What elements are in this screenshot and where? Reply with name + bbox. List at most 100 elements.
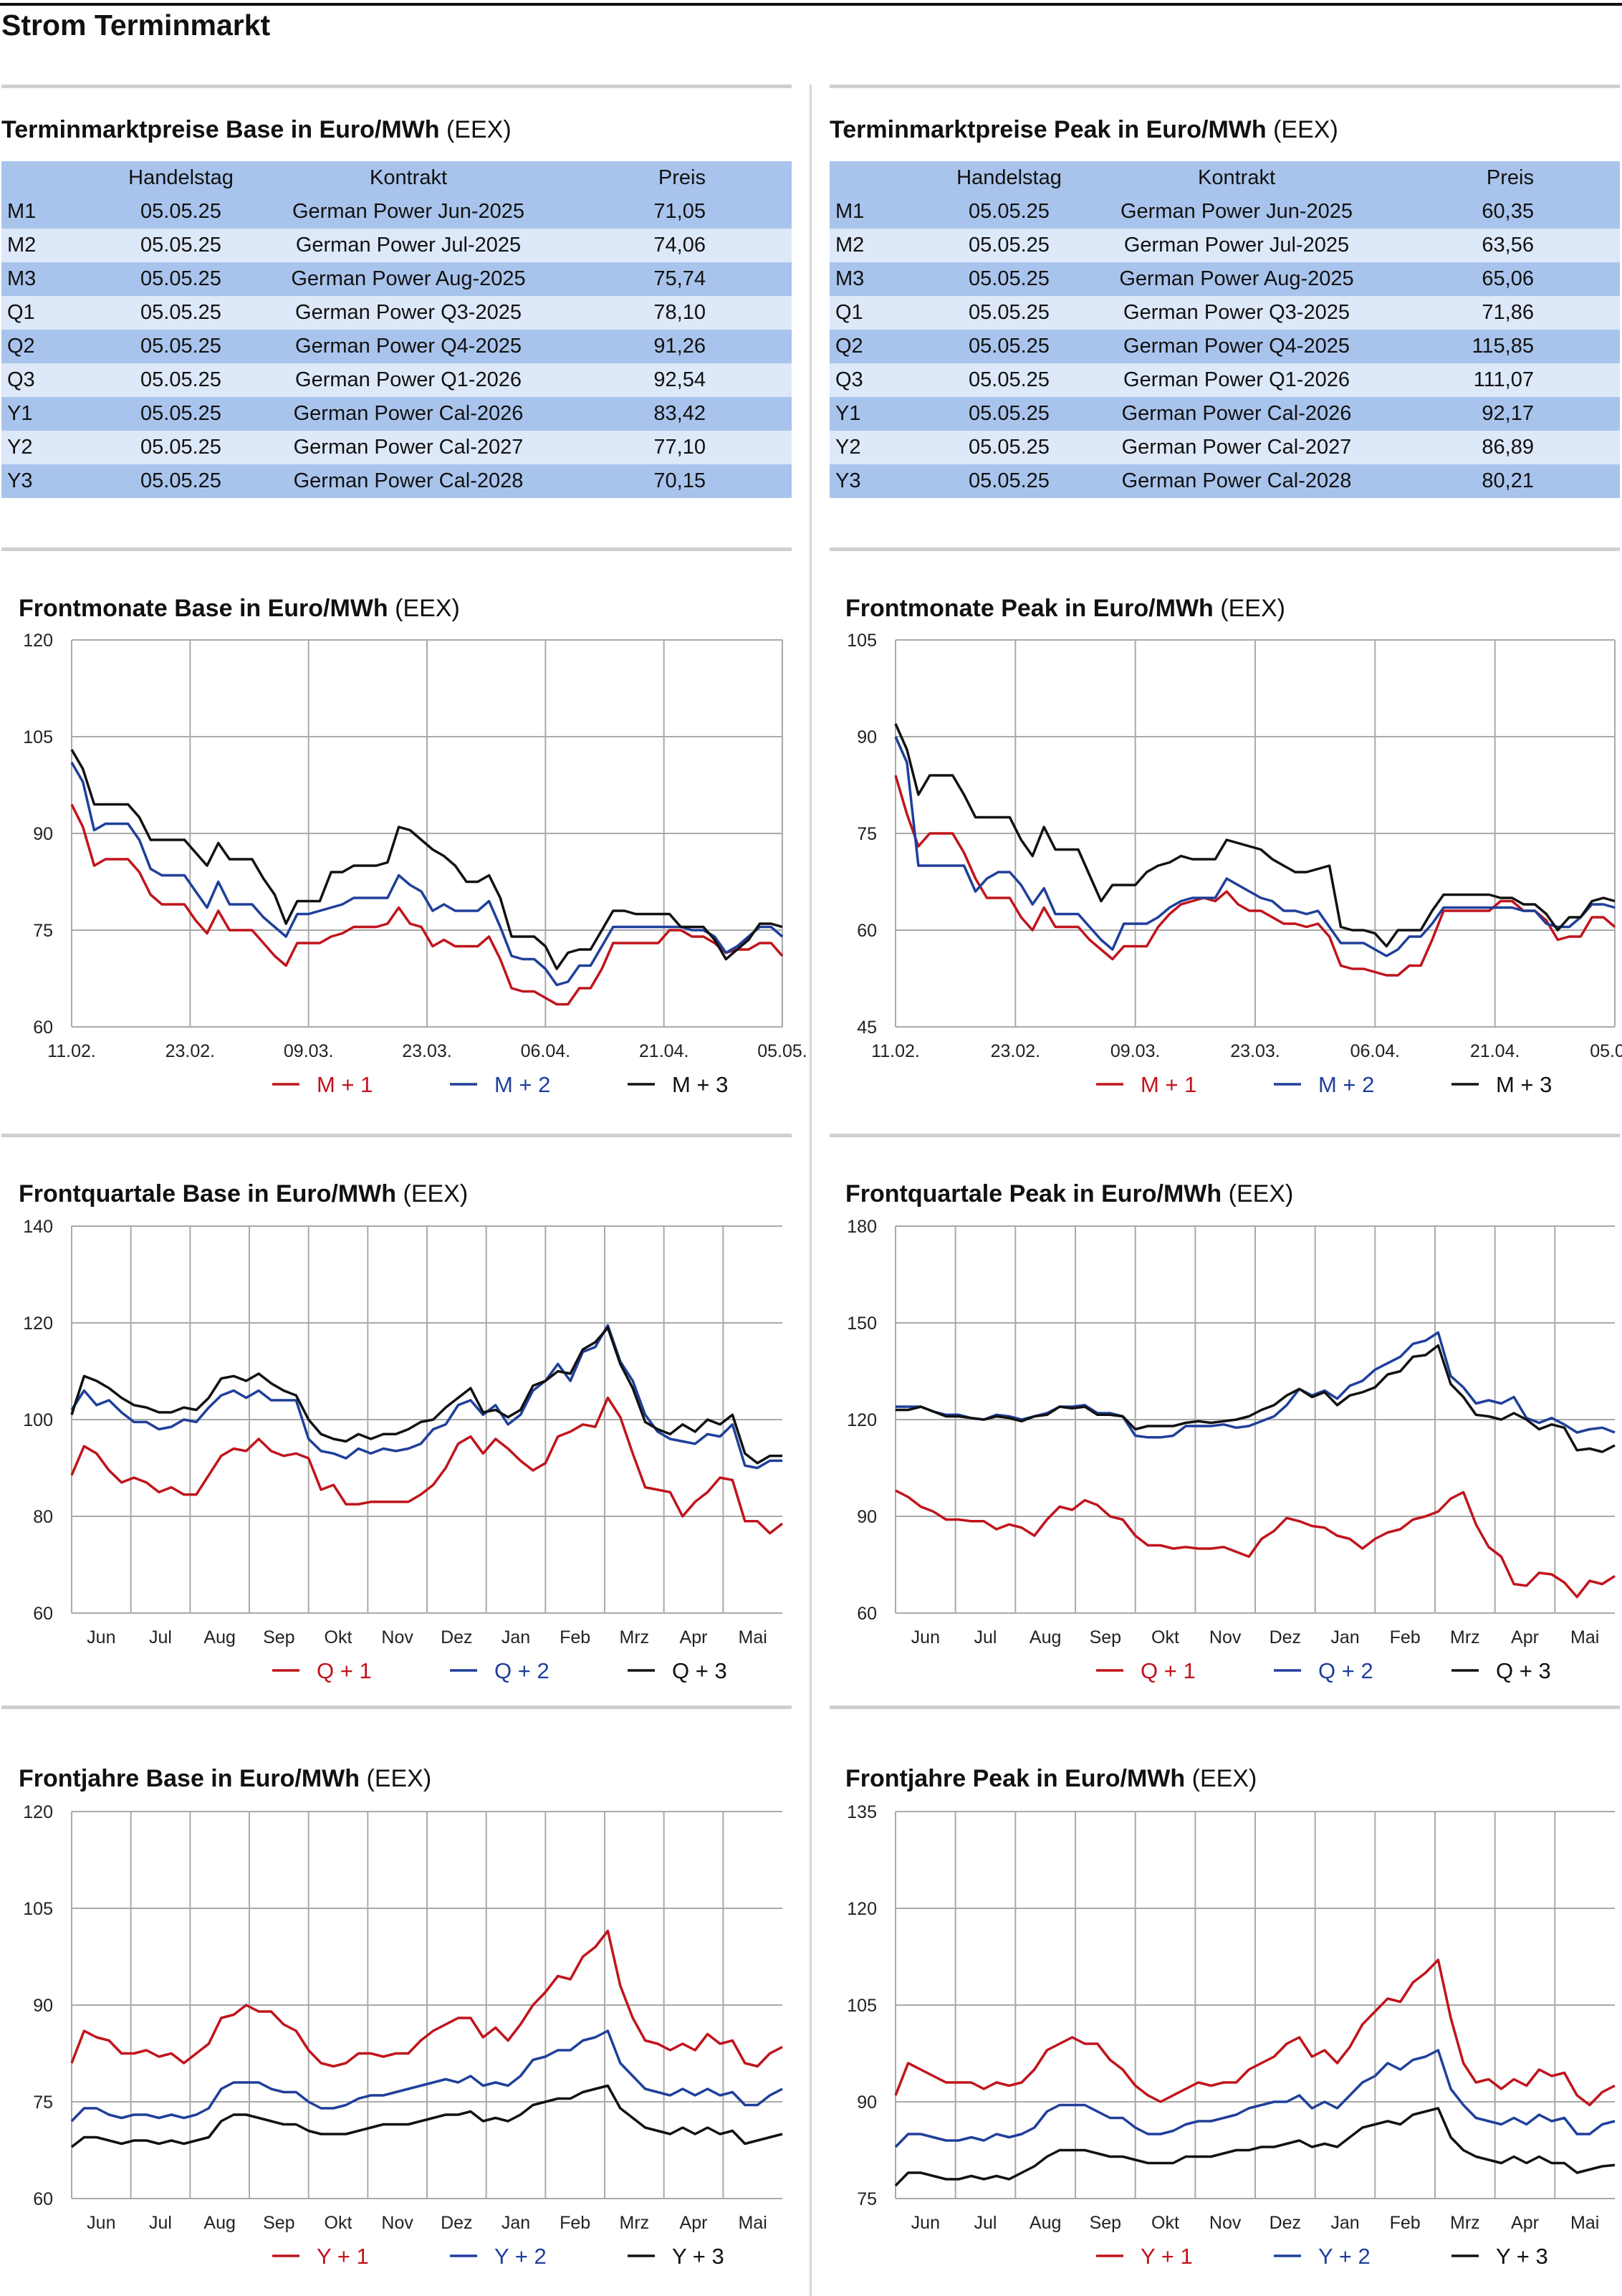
cell: 05.05.25 [107, 431, 254, 464]
x-tick-label: 11.02. [47, 1041, 96, 1061]
table-row: Y1 05.05.25 German Power Cal-2026 83,42 [1, 397, 792, 431]
y-tick-label: 60 [857, 1604, 877, 1624]
cell: M1 [1, 195, 107, 229]
x-tick-label: Sep [1090, 1627, 1121, 1647]
chart-frontjahre-peak: 75 90 105 120 135 Jun Jul Aug Sep Okt Nov Dez Jan Feb… [847, 1802, 1616, 2269]
x-tick-label: Jul [974, 2213, 997, 2233]
table-row: M1 05.05.25 German Power Jun-2025 60,35 [830, 195, 1620, 229]
price-table-peak: Handelstag Kontrakt Preis M1 05.05.25 Germ… [830, 161, 1620, 498]
cell: German Power Q1-2026 [254, 363, 562, 397]
legend-label: M + 3 [672, 1072, 728, 1097]
table-row: Q1 05.05.25 German Power Q3-2025 78,10 [1, 296, 792, 330]
cell: Y1 [830, 397, 936, 431]
x-tick-label: Mai [739, 2213, 767, 2233]
x-tick-label: Aug [203, 2213, 235, 2233]
cell: German Power Jul-2025 [1083, 229, 1391, 262]
y-tick-label: 105 [847, 1996, 877, 2016]
x-tick-label: Jun [87, 2213, 115, 2233]
x-tick-label: 05.05. [757, 1041, 807, 1061]
cell: 91,26 [562, 330, 792, 363]
cell: M3 [830, 262, 936, 296]
cell: M2 [1, 229, 107, 262]
series-line-1 [895, 1489, 1616, 1599]
x-tick-label: Nov [1209, 1627, 1242, 1647]
cell: 05.05.25 [107, 464, 254, 498]
separator [1, 547, 792, 551]
cell: Q3 [1, 363, 107, 397]
separator [830, 1134, 1620, 1137]
series-line-3 [70, 1326, 782, 1465]
x-tick-label: Jan [1330, 1627, 1359, 1647]
x-tick-label: Jul [149, 2213, 172, 2233]
cell: German Power Cal-2027 [1083, 431, 1391, 464]
cell: 83,42 [562, 397, 792, 431]
table-row: Y2 05.05.25 German Power Cal-2027 77,10 [1, 431, 792, 464]
series-line-3 [896, 1344, 1616, 1453]
header-cell [1, 161, 107, 195]
x-tick-label: Mai [739, 1627, 767, 1647]
table-header-row: Handelstag Kontrakt Preis [830, 161, 1620, 195]
x-tick-label: Mai [1570, 2213, 1599, 2233]
table-row: M3 05.05.25 German Power Aug-2025 75,74 [1, 262, 792, 296]
x-tick-label: Jun [911, 2213, 940, 2233]
cell: 65,06 [1391, 262, 1620, 296]
header-cell: Preis [1391, 161, 1620, 195]
legend-label: Y + 2 [494, 2244, 547, 2269]
cell: Y1 [1, 397, 107, 431]
series-line-2 [70, 1324, 782, 1470]
separator [1, 1134, 792, 1137]
x-tick-label: Feb [1390, 2213, 1421, 2233]
y-tick-label: 60 [857, 921, 877, 941]
series-line-1 [894, 1958, 1616, 2107]
y-tick-label: 90 [33, 824, 53, 844]
cell: German Power Q1-2026 [1083, 363, 1391, 397]
x-tick-label: 23.02. [165, 1041, 216, 1061]
cell: 05.05.25 [107, 397, 254, 431]
cell: German Power Jun-2025 [254, 195, 562, 229]
cell: 80,21 [1391, 464, 1620, 498]
legend-label: M + 3 [1496, 1072, 1552, 1097]
chart-frontmonate-base: 60 75 90 105 120 11.02. 23.02. 09.03. 23.03. 06.0… [23, 631, 807, 1097]
legend-label: Q + 2 [1318, 1658, 1373, 1683]
cell: 05.05.25 [107, 330, 254, 363]
cell: 70,15 [562, 464, 792, 498]
x-tick-label: 11.02. [871, 1041, 920, 1061]
series-line-3 [70, 2084, 783, 2148]
y-tick-label: 60 [33, 1018, 53, 1038]
x-tick-label: Jan [502, 2213, 530, 2233]
y-tick-label: 75 [33, 2092, 53, 2113]
cell: 71,05 [562, 195, 792, 229]
cell: German Power Cal-2028 [254, 464, 562, 498]
cell: 05.05.25 [936, 195, 1083, 229]
chart-title: Frontjahre Peak in Euro/MWh (EEX) [845, 1765, 1257, 1792]
cell: M2 [830, 229, 936, 262]
legend-label: Q + 2 [494, 1658, 550, 1683]
y-tick-label: 60 [33, 2189, 53, 2209]
x-tick-label: Aug [203, 1627, 235, 1647]
x-tick-label: Nov [381, 1627, 413, 1647]
legend-label: M + 2 [1318, 1072, 1374, 1097]
y-tick-label: 90 [857, 1507, 877, 1527]
chart-title: Frontmonate Base in Euro/MWh (EEX) [19, 595, 460, 622]
y-tick-label: 105 [23, 727, 53, 747]
cell: 05.05.25 [107, 363, 254, 397]
series-line-1 [70, 1396, 784, 1535]
table-header-row: Handelstag Kontrakt Preis [1, 161, 792, 195]
x-tick-label: Feb [560, 2213, 590, 2233]
cell: 05.05.25 [936, 330, 1083, 363]
x-tick-label: Feb [1390, 1627, 1421, 1647]
y-tick-label: 150 [847, 1314, 877, 1334]
separator [1, 1706, 792, 1709]
chart-title: Frontquartale Base in Euro/MWh (EEX) [19, 1180, 469, 1207]
cell: 05.05.25 [936, 262, 1083, 296]
x-tick-label: Jun [87, 1627, 115, 1647]
cell: 86,89 [1391, 431, 1620, 464]
x-tick-label: 05.05. [1590, 1041, 1622, 1061]
x-tick-label: Apr [1511, 1627, 1539, 1647]
legend-label: M + 2 [494, 1072, 550, 1097]
x-tick-label: Mrz [620, 1627, 650, 1647]
cell: Q1 [1, 296, 107, 330]
cell: 75,74 [562, 262, 792, 296]
series-line-3 [894, 2107, 1616, 2187]
legend-label: M + 1 [317, 1072, 373, 1097]
